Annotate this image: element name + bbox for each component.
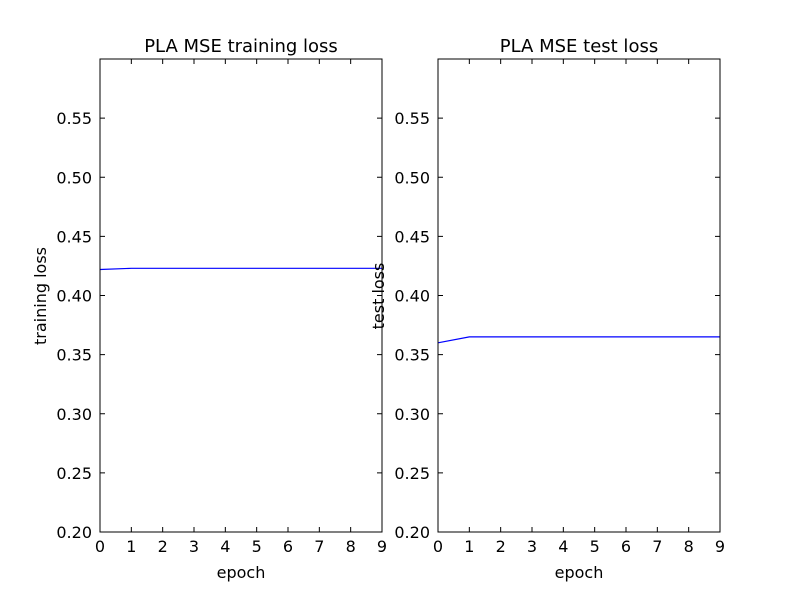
y-tick-label: 0.35 (56, 346, 92, 365)
y-tick-label: 0.45 (394, 227, 430, 246)
plot-frame (99, 58, 383, 533)
x-tick-label: 8 (346, 537, 356, 556)
chart-title: PLA MSE training loss (144, 36, 338, 57)
x-axis-label: epoch (217, 563, 266, 582)
axis-ticks: 0 1 2 3 4 5 6 7 8 9 0.20 0.25 0.30 0.35 0.40 0.45 0.50 0.… (56, 59, 387, 556)
y-axis-label: test loss (369, 263, 388, 330)
x-tick-label: 7 (314, 537, 324, 556)
chart-panel-training: PLA MSE training loss epoch training los… (31, 36, 387, 582)
x-tick-label: 5 (590, 537, 600, 556)
x-tick-label: 4 (558, 537, 568, 556)
y-tick-label: 0.50 (56, 168, 92, 187)
y-tick-label: 0.30 (56, 405, 92, 424)
x-tick-label: 2 (158, 537, 168, 556)
y-tick-label: 0.45 (56, 227, 92, 246)
y-tick-label: 0.25 (56, 464, 92, 483)
chart-title: PLA MSE test loss (500, 36, 658, 57)
series-line (99, 267, 382, 271)
plot-lines (99, 267, 382, 271)
x-tick-label: 0 (95, 537, 105, 556)
x-tick-label: 4 (220, 537, 230, 556)
x-tick-label: 9 (715, 537, 725, 556)
x-tick-label: 7 (652, 537, 662, 556)
y-axis-label: training loss (31, 247, 50, 345)
y-tick-label: 0.50 (394, 168, 430, 187)
series-line (437, 336, 720, 344)
x-tick-label: 6 (283, 537, 293, 556)
x-tick-label: 1 (464, 537, 474, 556)
x-tick-label: 3 (527, 537, 537, 556)
y-tick-label: 0.30 (394, 405, 430, 424)
y-tick-label: 0.40 (394, 287, 430, 306)
y-tick-label: 0.25 (394, 464, 430, 483)
plot-lines (437, 336, 720, 344)
axis-ticks: 0 1 2 3 4 5 6 7 8 9 0.20 0.25 0.30 0.35 0.40 0.45 0.50 0.… (394, 59, 725, 556)
x-tick-label: 6 (621, 537, 631, 556)
x-tick-label: 3 (189, 537, 199, 556)
y-tick-label: 0.20 (394, 523, 430, 542)
y-tick-label: 0.35 (394, 346, 430, 365)
x-axis-label: epoch (555, 563, 604, 582)
plot-frame (437, 58, 721, 533)
x-tick-label: 1 (126, 537, 136, 556)
y-tick-label: 0.55 (394, 109, 430, 128)
x-tick-label: 9 (377, 537, 387, 556)
x-tick-label: 8 (684, 537, 694, 556)
y-tick-label: 0.20 (56, 523, 92, 542)
y-tick-label: 0.40 (56, 287, 92, 306)
x-tick-label: 0 (433, 537, 443, 556)
x-tick-label: 5 (252, 537, 262, 556)
y-tick-label: 0.55 (56, 109, 92, 128)
x-tick-label: 2 (496, 537, 506, 556)
chart-panel-test: PLA MSE test loss epoch test loss 0 1 2 3 4 5… (369, 36, 725, 582)
